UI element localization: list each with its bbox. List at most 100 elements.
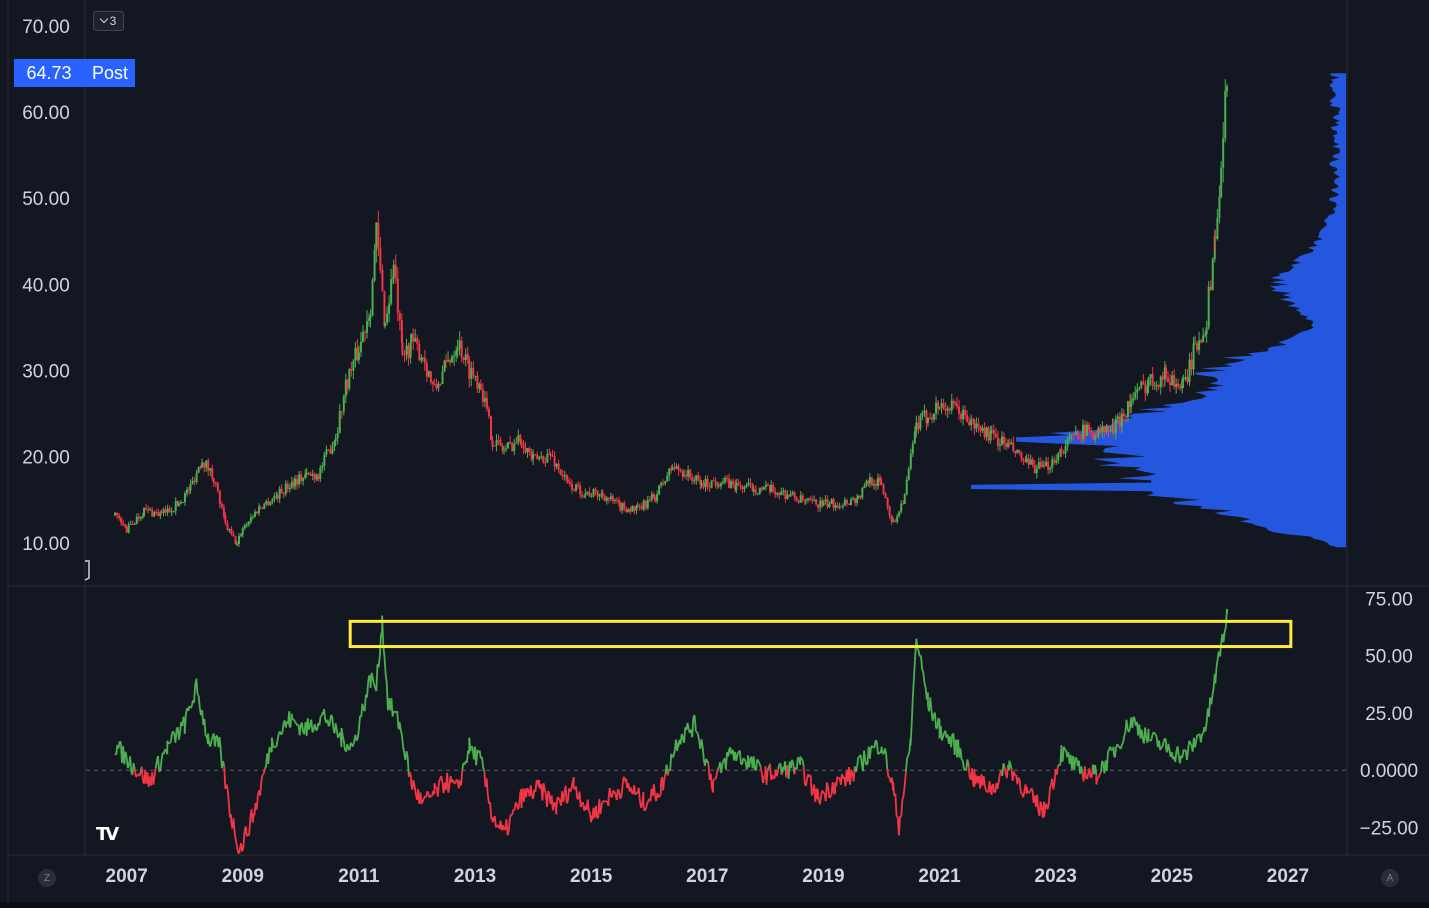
auto-scale-button[interactable]: A bbox=[1381, 869, 1399, 887]
oscillator-segment bbox=[475, 749, 479, 766]
candle-body bbox=[679, 470, 682, 472]
oscillator-segment bbox=[1107, 748, 1110, 753]
candle-body bbox=[832, 499, 835, 508]
oscillator-segment bbox=[1096, 776, 1100, 780]
oscillator-axis[interactable]: 75.00 50.00 25.00 0.0000 −25.00 bbox=[1360, 589, 1419, 839]
candle-body bbox=[782, 490, 785, 492]
pane-resize-handle-icon[interactable] bbox=[84, 560, 90, 581]
candle-body bbox=[923, 410, 926, 413]
oscillator-segment bbox=[478, 750, 482, 759]
oscillator-segment bbox=[1114, 748, 1117, 758]
oscillator-segment bbox=[992, 783, 996, 793]
candle-body bbox=[174, 501, 177, 511]
oscillator-segment bbox=[420, 800, 424, 805]
layers-toggle-button[interactable]: 3 bbox=[93, 11, 124, 31]
oscillator-segment bbox=[210, 736, 214, 742]
oscillator-tick-label: −25.00 bbox=[1360, 819, 1419, 840]
oscillator-segment bbox=[342, 740, 346, 750]
candle-body bbox=[249, 517, 252, 522]
candle-body bbox=[232, 534, 235, 537]
candle-body bbox=[867, 481, 870, 484]
candle-body bbox=[542, 456, 545, 463]
candle-body bbox=[973, 420, 976, 429]
oscillator-segment bbox=[827, 786, 831, 799]
highlight-box[interactable] bbox=[348, 619, 1293, 649]
candle-body bbox=[305, 472, 308, 475]
oscillator-segment bbox=[193, 685, 197, 703]
candle-body bbox=[821, 500, 824, 506]
time-axis[interactable]: 2007 2009 2011 2013 2015 2017 2019 2021 2023 2025… bbox=[106, 866, 1310, 887]
candle-body bbox=[662, 482, 665, 484]
oscillator-segment bbox=[1150, 736, 1153, 742]
tradingview-logo-icon[interactable]: TV bbox=[96, 824, 119, 845]
candle-body bbox=[423, 357, 426, 364]
oscillator-segment bbox=[320, 714, 323, 718]
oscillator-segment bbox=[318, 716, 322, 726]
oscillator-segment bbox=[939, 725, 943, 741]
candle-body bbox=[300, 474, 303, 482]
candle-body bbox=[398, 312, 401, 321]
oscillator-segment bbox=[223, 765, 227, 789]
candle-body bbox=[129, 523, 132, 525]
oscillator-segment bbox=[495, 824, 498, 828]
candle-body bbox=[468, 358, 471, 379]
candle-body bbox=[664, 481, 667, 484]
oscillator-segment bbox=[1017, 777, 1021, 781]
candle-body bbox=[1186, 377, 1189, 383]
oscillator-segment bbox=[460, 770, 464, 786]
oscillator-segment bbox=[988, 781, 992, 793]
candle-body bbox=[491, 439, 494, 447]
candle-body bbox=[234, 536, 237, 545]
candle-body bbox=[700, 483, 703, 485]
candle-body bbox=[981, 427, 984, 431]
candle-body bbox=[203, 462, 206, 468]
candle-body bbox=[681, 471, 684, 477]
candle-body bbox=[592, 489, 595, 497]
candle-body bbox=[710, 480, 713, 488]
oscillator-segment bbox=[910, 697, 914, 725]
candle-body bbox=[1068, 435, 1071, 440]
candle-body bbox=[392, 264, 395, 278]
candle-body bbox=[975, 423, 978, 429]
zoom-button[interactable]: Z bbox=[38, 869, 56, 887]
candle-body bbox=[1122, 413, 1125, 417]
candle-body bbox=[1020, 452, 1023, 460]
oscillator-segment bbox=[617, 788, 620, 792]
candle-body bbox=[830, 499, 833, 505]
oscillator-segment bbox=[706, 760, 710, 764]
candle-body bbox=[177, 503, 180, 507]
oscillator-segment bbox=[1003, 767, 1007, 774]
candle-body bbox=[1159, 376, 1162, 387]
candle-body bbox=[546, 453, 549, 463]
oscillator-segment bbox=[241, 847, 245, 852]
candle-body bbox=[1037, 462, 1040, 469]
candle-body bbox=[909, 453, 912, 469]
candle-body bbox=[654, 497, 657, 502]
oscillator-segment bbox=[331, 716, 335, 729]
candle-body bbox=[1077, 438, 1080, 440]
candle-body bbox=[1196, 343, 1199, 350]
oscillator-segment bbox=[1195, 734, 1199, 741]
candle-body bbox=[1200, 340, 1203, 343]
candle-body bbox=[282, 493, 285, 495]
candle-body bbox=[331, 446, 334, 454]
candle-body bbox=[307, 472, 310, 474]
oscillator-segment bbox=[717, 767, 720, 770]
candle-body bbox=[513, 443, 516, 452]
oscillator-segment bbox=[1122, 736, 1126, 743]
candle-body bbox=[247, 521, 250, 525]
candle-body bbox=[1167, 377, 1170, 383]
candle-body bbox=[571, 483, 573, 490]
price-axis[interactable]: 10.00 20.00 30.00 40.00 50.00 60.00 70.00 bbox=[22, 17, 70, 555]
oscillator-segment bbox=[880, 746, 884, 754]
candle-body bbox=[854, 498, 857, 503]
candle-body bbox=[928, 417, 931, 419]
candle-body bbox=[261, 507, 264, 509]
oscillator-segment bbox=[735, 753, 739, 762]
oscillator-segment bbox=[225, 784, 229, 790]
candle-body bbox=[605, 497, 608, 502]
candle-body bbox=[631, 506, 634, 512]
candle-body bbox=[743, 486, 746, 490]
candle-body bbox=[445, 360, 447, 362]
